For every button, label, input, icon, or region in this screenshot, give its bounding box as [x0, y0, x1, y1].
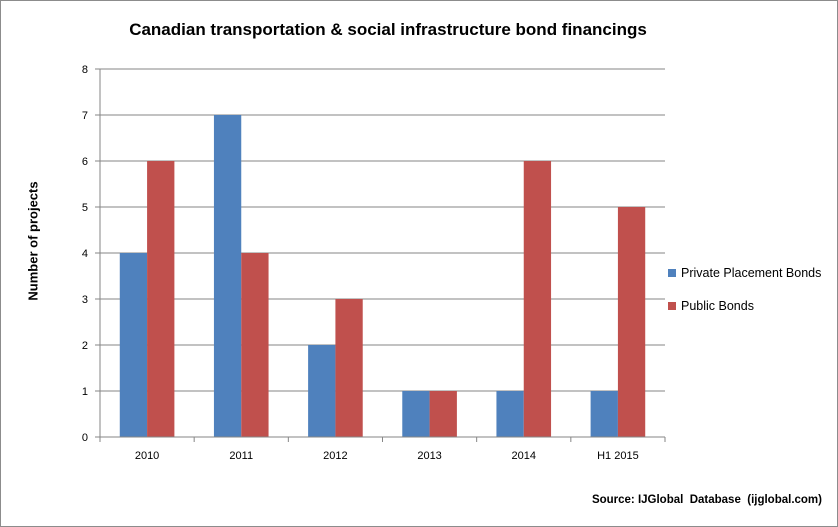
y-tick-label: 3 — [82, 294, 88, 306]
bar-private-placement — [119, 253, 148, 437]
y-tick-label: 6 — [82, 156, 88, 168]
legend-swatch-private-placement — [668, 269, 676, 277]
x-tick-label: H1 2015 — [597, 450, 639, 462]
bar-public-bonds — [147, 161, 175, 437]
legend-label-public-bonds: Public Bonds — [681, 299, 754, 313]
y-tick-label: 7 — [82, 110, 88, 122]
bar-public-bonds — [523, 161, 552, 437]
x-tick-label: 2010 — [135, 450, 159, 462]
bar-public-bonds — [335, 299, 363, 437]
y-tick-label: 8 — [82, 64, 88, 76]
chart-title: Canadian transportation & social infrast… — [129, 20, 647, 39]
y-tick-label: 2 — [82, 340, 88, 352]
bar-public-bonds — [617, 207, 646, 437]
y-tick-label: 5 — [82, 202, 88, 214]
bar-private-placement — [213, 115, 242, 437]
bar-public-bonds — [429, 391, 457, 437]
y-tick-label: 4 — [82, 248, 88, 260]
x-tick-label: 2012 — [323, 450, 347, 462]
bar-private-placement — [402, 391, 430, 437]
legend-label-private-placement: Private Placement Bonds — [681, 266, 822, 280]
bar-public-bonds — [241, 253, 269, 437]
legend: Private Placement Bonds Public Bonds — [668, 264, 821, 330]
x-tick-label: 2011 — [229, 450, 253, 462]
y-tick-label: 1 — [82, 386, 88, 398]
bar-private-placement — [496, 391, 524, 437]
y-tick-label: 0 — [82, 432, 88, 444]
legend-item-private-placement: Private Placement Bonds — [668, 264, 821, 282]
legend-swatch-public-bonds — [668, 302, 676, 310]
bar-private-placement — [590, 391, 618, 437]
bar-private-placement — [308, 345, 336, 437]
source-note: Source: IJGlobal Database (ijglobal.com) — [591, 494, 822, 506]
x-tick-label: 2013 — [417, 450, 441, 462]
legend-item-public-bonds: Public Bonds — [668, 297, 821, 315]
x-tick-label: 2014 — [512, 450, 536, 462]
